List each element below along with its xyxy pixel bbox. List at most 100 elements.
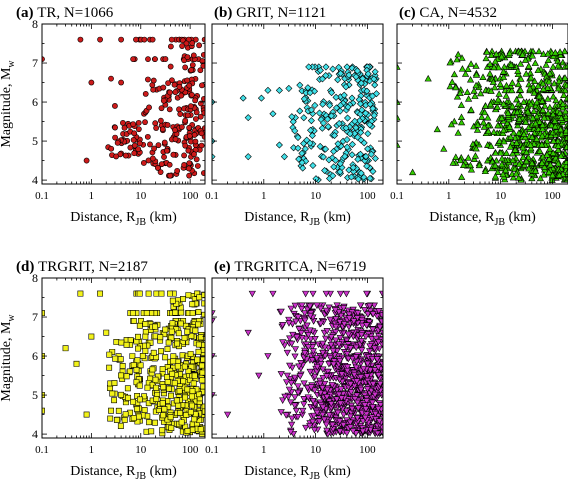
data-point [131,130,138,137]
data-point [533,98,541,106]
y-tick-label: 4 [32,427,38,441]
data-point [491,57,499,65]
data-point [334,409,342,417]
data-point [302,335,310,343]
data-point [179,43,185,49]
data-point [340,305,348,312]
data-point [343,351,351,358]
data-point [317,389,325,397]
data-point [326,316,334,324]
data-point [353,399,361,407]
data-point [473,126,482,133]
data-point [103,329,110,336]
data-point [197,113,204,120]
data-point [167,63,174,70]
data-point [283,372,291,380]
data-point [296,107,304,115]
data-point [349,164,357,172]
data-point [139,353,146,359]
data-point [150,86,157,93]
data-point [342,83,350,91]
data-point [522,70,530,77]
data-point [191,151,197,158]
data-point [337,386,345,393]
data-point [464,95,473,102]
data-point [376,324,383,332]
data-point [466,161,475,169]
data-point [135,126,142,133]
data-point [200,356,205,363]
data-point [307,106,315,114]
data-point [168,334,175,341]
data-point [515,160,523,167]
data-point [554,159,562,167]
data-point [323,328,331,335]
data-point [142,329,149,335]
data-point [487,100,495,108]
data-point [350,371,358,379]
data-point [212,153,216,161]
data-point [545,168,553,175]
data-point [118,372,124,379]
data-point [466,76,475,83]
data-point [301,317,309,325]
data-point [288,113,296,121]
data-point [538,132,546,139]
data-point [505,123,514,130]
data-point [375,372,383,379]
panel-3: (c) CA, N=4532 0.1 1 10 100 Distance, RJB (km… [390,5,568,228]
data-point [536,118,544,125]
data-point [112,103,118,109]
data-point [97,36,103,43]
data-point [188,92,195,98]
data-point [152,376,159,383]
data-point [364,70,372,78]
data-point [199,58,205,64]
data-point [527,100,535,108]
x-tick-label: 1 [89,190,95,202]
markers [212,63,380,184]
data-point [520,130,528,137]
data-point [158,290,165,297]
data-point [450,117,458,125]
data-point [494,121,502,129]
data-point [136,290,143,297]
data-point [514,70,522,78]
data-point [182,394,189,401]
data-point [397,113,401,121]
data-point [483,48,491,55]
data-point [320,416,328,424]
data-point [187,350,194,357]
data-point [315,109,324,117]
data-point [122,411,129,418]
data-point [317,305,325,313]
data-point [366,343,374,350]
data-point [481,108,489,116]
data-point [352,344,360,352]
data-point [498,114,506,121]
data-point [554,146,562,153]
data-point [174,340,180,347]
data-point [378,318,383,326]
data-point [318,384,327,392]
data-point [296,81,304,89]
data-point [547,121,556,129]
data-point [306,89,314,97]
data-point [320,390,329,398]
data-point [145,76,151,83]
data-point [526,84,534,92]
data-point [306,303,314,311]
data-point [191,372,198,379]
data-point [452,83,460,91]
data-point [546,69,554,77]
data-point [446,58,454,66]
data-point [186,172,193,179]
data-point [508,79,516,86]
data-point [353,67,361,75]
data-point [336,107,344,115]
data-point [88,333,95,340]
data-point [343,367,351,375]
data-point [526,141,535,148]
data-point [495,90,503,97]
data-point [335,341,343,348]
